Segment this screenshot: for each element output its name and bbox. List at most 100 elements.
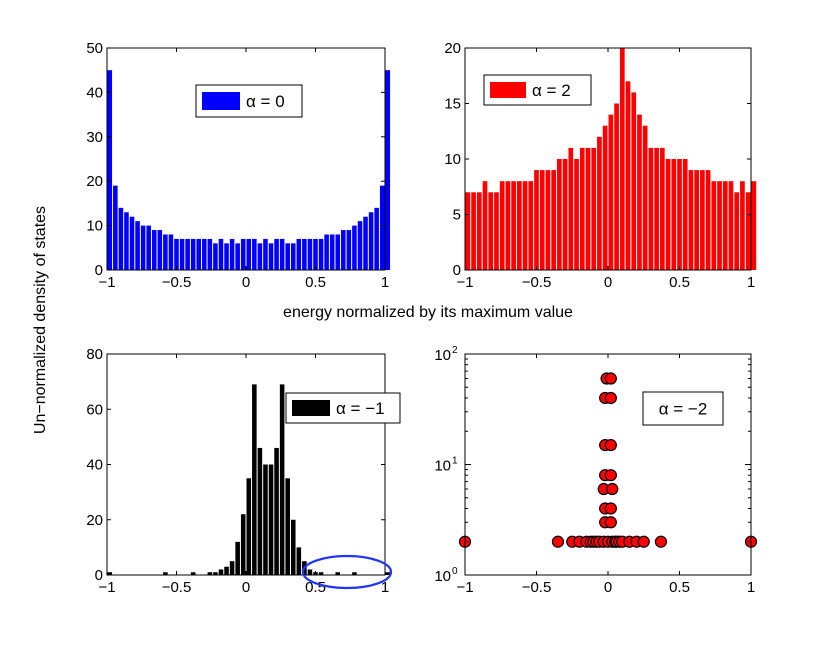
histogram-bar (614, 103, 619, 270)
histogram-bar (528, 181, 534, 270)
histogram-bar (151, 230, 157, 270)
y-tick-label: 60 (86, 401, 103, 418)
x-tick-label: 0 (242, 579, 250, 596)
x-tick-label: −0.5 (522, 274, 552, 291)
histogram-bar (196, 238, 202, 270)
histogram-bar (346, 230, 352, 270)
legend-label: α = −2 (659, 400, 708, 419)
y-tick-label: 20 (444, 40, 461, 57)
histogram-bar (279, 238, 285, 270)
histogram-bar (700, 170, 705, 270)
histogram-bar (140, 225, 146, 270)
x-tick-label: 0.5 (669, 579, 690, 596)
scatter-point (604, 391, 617, 405)
histogram-bar (296, 238, 302, 270)
histogram-bar (190, 572, 196, 575)
histogram-bar (494, 192, 499, 270)
histogram-bar (562, 159, 568, 270)
scatter-point (551, 535, 565, 548)
x-tick-label: 1 (747, 274, 755, 291)
histogram-bar (146, 225, 151, 270)
y-tick-exponent: 1 (452, 456, 458, 467)
histogram-bar (751, 181, 757, 270)
scatter-point (637, 535, 650, 548)
y-tick-label: 0 (95, 262, 103, 279)
histogram-bar (671, 159, 677, 270)
histogram-bar (522, 181, 528, 270)
histogram-bar (631, 92, 637, 271)
histogram-bar (341, 230, 346, 270)
histogram-bar (591, 147, 597, 270)
histogram-bar (625, 81, 631, 270)
y-tick-label: 10 (86, 218, 103, 235)
histogram-bar (285, 478, 290, 575)
histogram-bar (516, 181, 522, 270)
histogram-bar (585, 147, 591, 270)
histogram-bar (107, 572, 113, 575)
histogram-bar (135, 221, 140, 270)
histogram-bar (302, 238, 307, 270)
histogram-bar (207, 238, 213, 270)
histogram-bar (252, 238, 257, 270)
chart-panel-bottom-left: −1 −0.5 0 0.5 1 0 20 40 60 80 α = −1 (86, 346, 401, 596)
y-tick-label: 40 (86, 457, 103, 474)
histogram-bar (218, 238, 224, 270)
histogram-bar (296, 547, 302, 575)
histogram-bar (235, 243, 240, 270)
histogram-bar (318, 238, 324, 270)
histogram-bar (246, 238, 252, 270)
histogram-bar (385, 70, 391, 270)
histogram-bar (476, 192, 482, 270)
histogram-bar (224, 566, 229, 575)
histogram-bar (174, 238, 179, 270)
histogram-bar (471, 192, 476, 270)
histogram-bar (368, 212, 374, 270)
x-tick-label: 0 (604, 274, 612, 291)
histogram-bar (213, 572, 218, 575)
histogram-bar (252, 384, 257, 575)
y-tick-label: 10 (434, 568, 451, 585)
histogram-bar (157, 230, 163, 270)
shared-x-axis-label: energy normalized by its maximum value (283, 304, 573, 321)
scatter-point (604, 516, 617, 529)
histogram-bar (124, 212, 129, 270)
y-tick-label: 80 (86, 346, 103, 363)
histogram-bar (688, 170, 694, 270)
y-tick-label: 0 (453, 262, 461, 279)
x-tick-label: 0 (604, 579, 612, 596)
x-tick-label: −1 (456, 274, 473, 291)
histogram-bar (324, 234, 329, 270)
histogram-bar (608, 114, 614, 270)
histogram-bar (728, 181, 734, 270)
histogram-bar (240, 238, 246, 270)
histogram-bar (740, 181, 745, 270)
histogram-bar (335, 234, 341, 270)
histogram-bar (257, 243, 263, 270)
histogram-bar (505, 181, 511, 270)
histogram-bar (313, 238, 318, 270)
histogram-bar (619, 48, 625, 270)
histogram-bar (711, 181, 717, 270)
scatter-point (604, 502, 617, 515)
y-tick-label: 10 (444, 151, 461, 168)
y-tick-label: 20 (86, 512, 103, 529)
histogram-bar (185, 238, 190, 270)
histogram-bar (213, 243, 218, 270)
x-tick-label: −1 (98, 274, 115, 291)
histogram-bar (705, 170, 711, 270)
histogram-bar (107, 70, 113, 270)
histogram-bar (745, 192, 751, 270)
histogram-bar (218, 569, 224, 575)
histogram-bar (290, 519, 296, 575)
histogram-bar (722, 181, 728, 270)
histogram-bar (482, 181, 488, 270)
histogram-bar (163, 572, 168, 575)
histogram-bar (307, 238, 313, 270)
scatter-point (604, 469, 617, 482)
histogram-bar (374, 207, 379, 270)
histogram-bar (179, 238, 185, 270)
y-tick-exponent: 0 (452, 566, 458, 577)
y-tick-exponent: 2 (452, 345, 458, 356)
histogram-bar (268, 464, 274, 575)
